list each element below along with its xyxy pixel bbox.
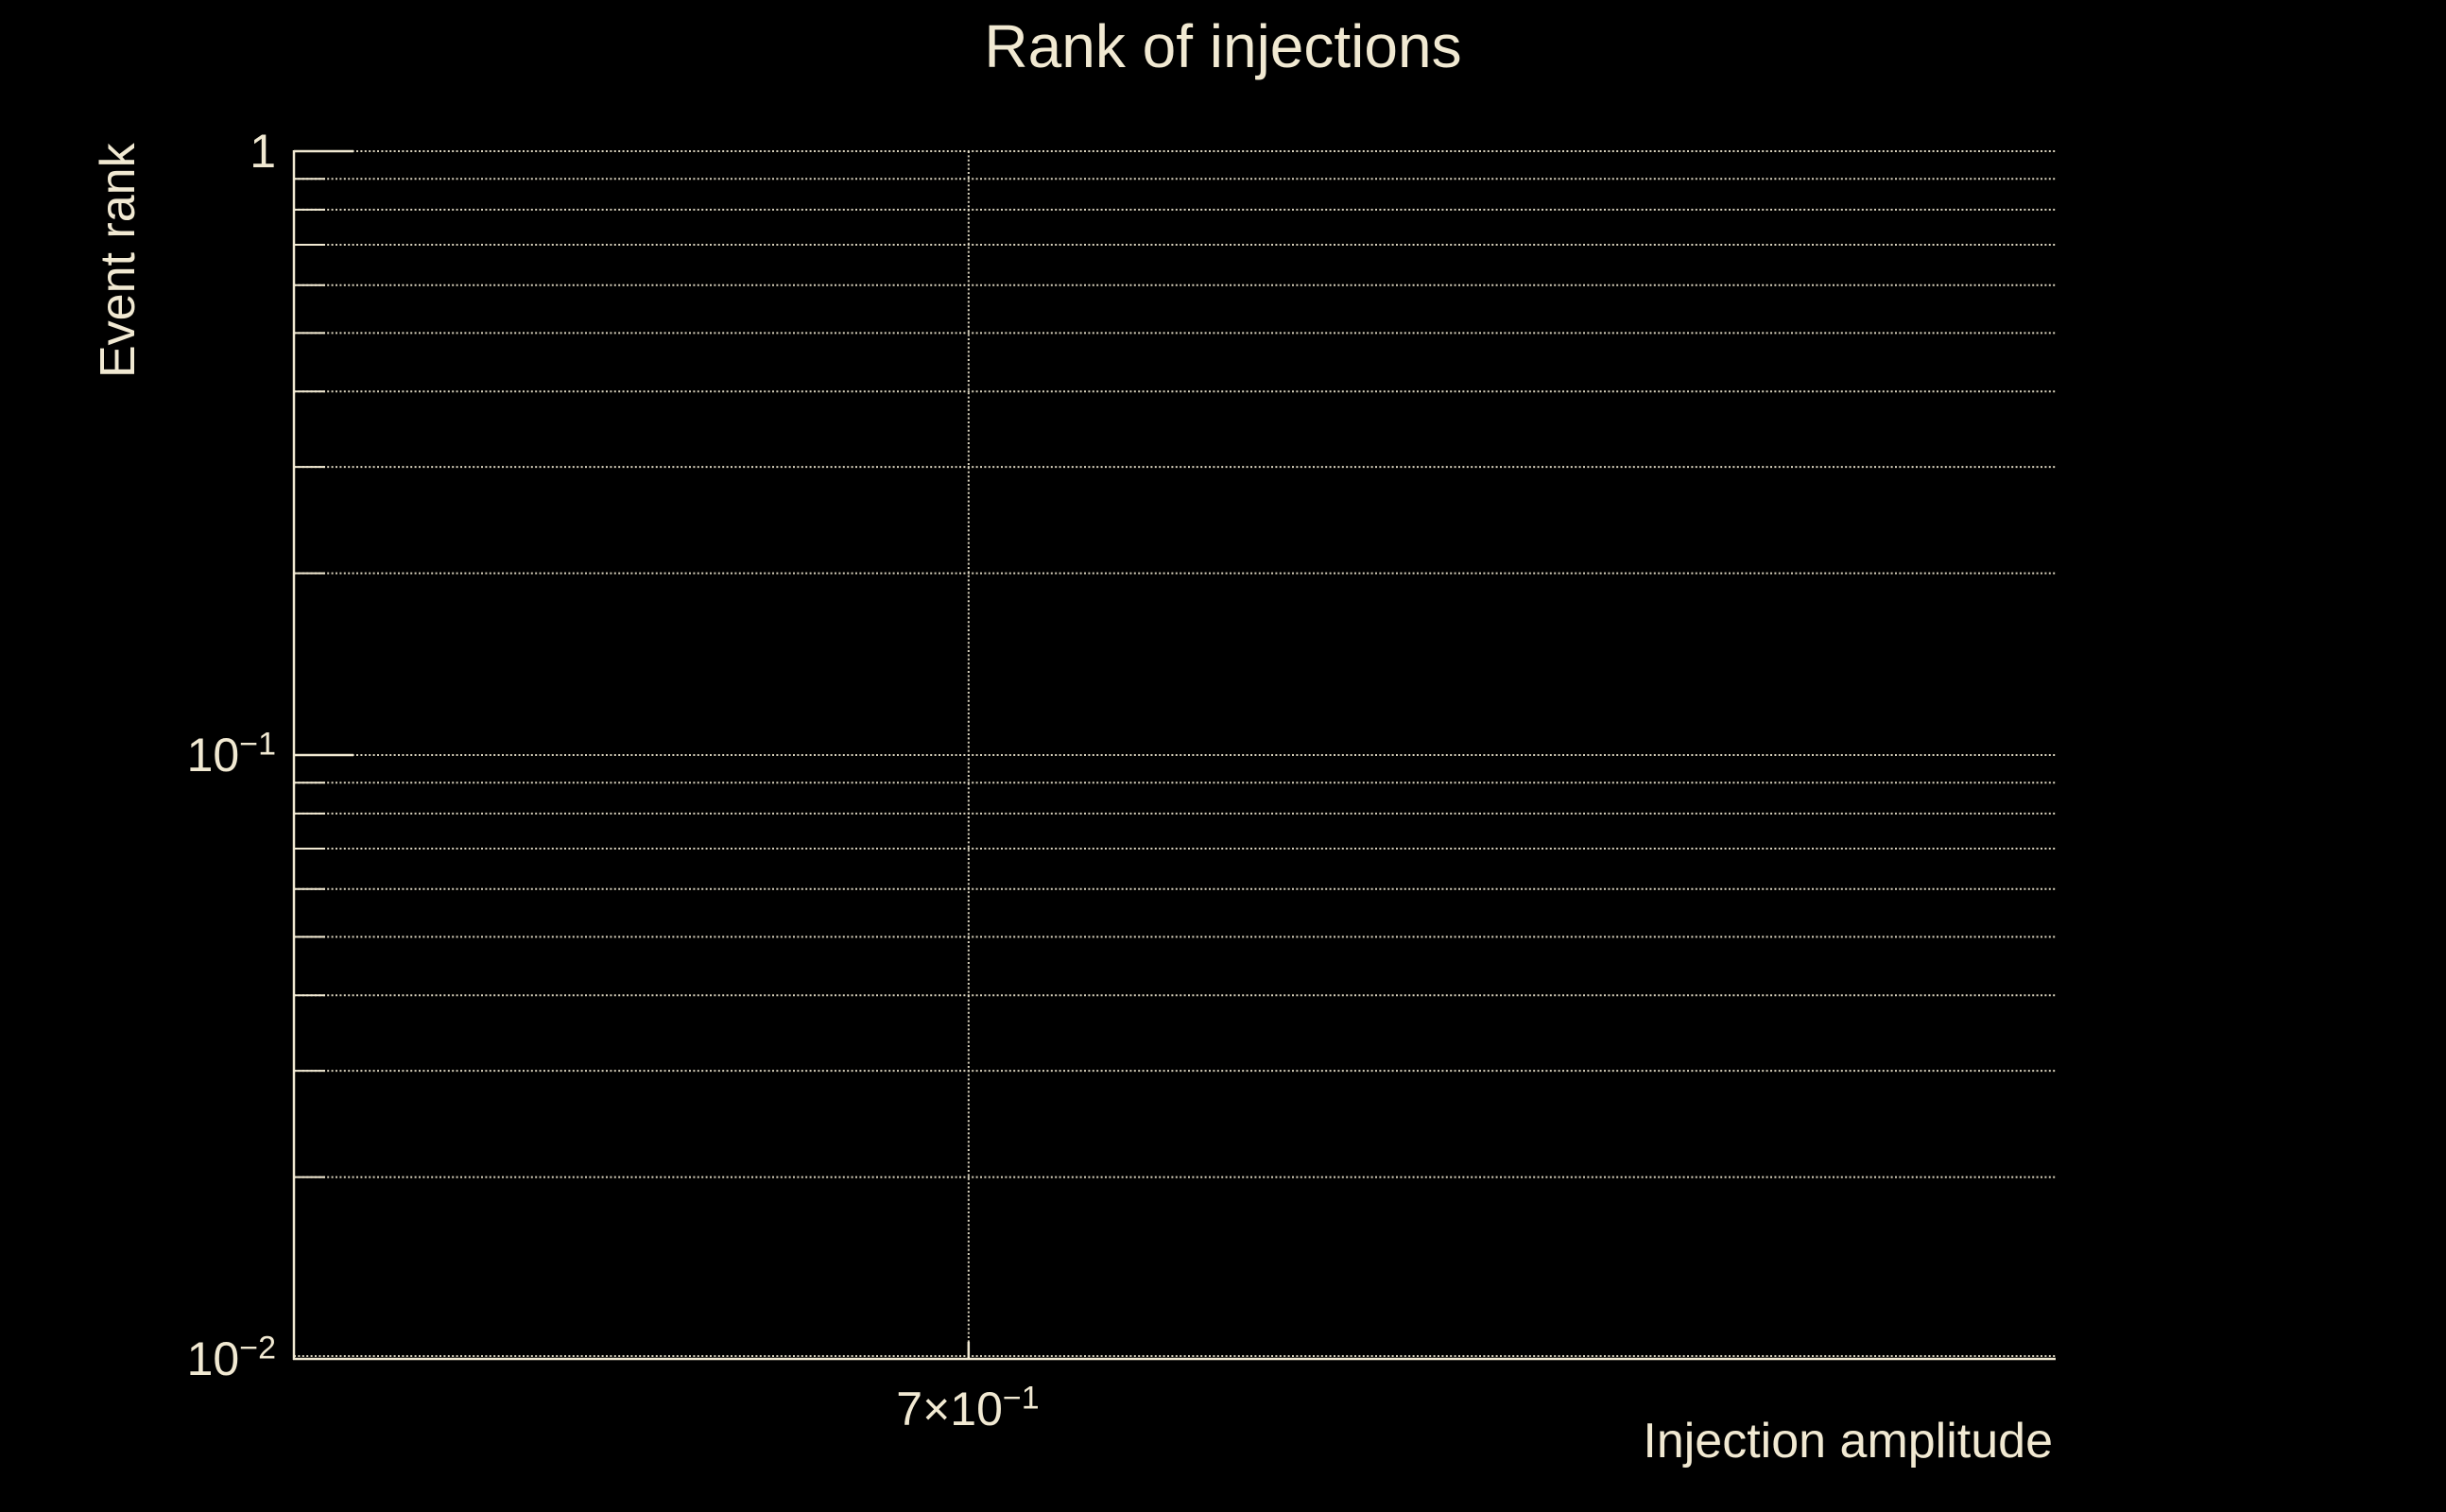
plot-title: Rank of injections xyxy=(984,12,1462,80)
x-tick-label-7e-1: 7×10−1 xyxy=(896,1380,1040,1435)
y-axis-label: Event rank xyxy=(91,143,146,378)
x-axis-label: Injection amplitude xyxy=(1643,1414,2053,1469)
y-tick-label-1e-2: 10−2 xyxy=(186,1330,276,1385)
y-tick-label-1: 1 xyxy=(250,125,276,178)
y-tick-label-1e-1: 10−1 xyxy=(186,726,276,782)
